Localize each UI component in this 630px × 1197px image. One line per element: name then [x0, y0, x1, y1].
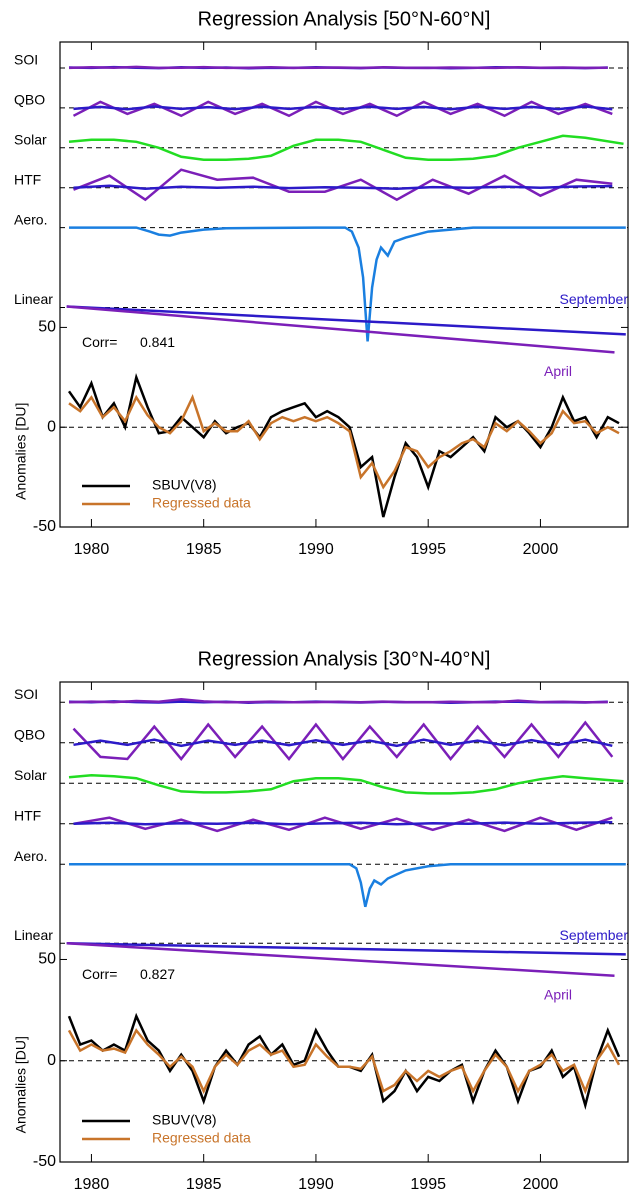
- plot-frame: [59, 41, 629, 528]
- series-label: April: [544, 986, 572, 1002]
- y-tick-label: -50: [33, 1153, 56, 1170]
- x-tick-label: 1990: [298, 1176, 334, 1193]
- data-line: [68, 134, 624, 162]
- component-label: QBO: [14, 92, 45, 108]
- legend-label: SBUV(V8): [152, 1112, 217, 1128]
- data-line: [72, 720, 614, 761]
- x-tick-label: 1985: [186, 1176, 222, 1193]
- data-line: [73, 105, 613, 111]
- corr-value: 0.827: [140, 966, 175, 982]
- component-label: SOI: [14, 52, 38, 68]
- component-label: Linear: [14, 291, 53, 307]
- y-tick-label: -50: [33, 518, 56, 535]
- component-label: Solar: [14, 131, 47, 147]
- y-tick-label: 50: [38, 319, 56, 336]
- data-line: [73, 738, 613, 748]
- data-line: [68, 65, 608, 70]
- component-label: Solar: [14, 767, 47, 783]
- legend-label: Regressed data: [152, 1130, 251, 1146]
- data-line: [66, 305, 615, 354]
- x-tick-label: 1995: [410, 1176, 446, 1193]
- y-axis-label: Anomalies [DU]: [13, 1036, 29, 1133]
- data-line: [69, 226, 626, 342]
- x-tick-label: 1995: [410, 541, 446, 558]
- data-line: [66, 942, 615, 977]
- component-label: Aero.: [14, 848, 47, 864]
- component-label: QBO: [14, 726, 45, 742]
- chart-title: Regression Analysis [50°N-60°N]: [198, 8, 491, 30]
- data-line: [73, 168, 613, 202]
- data-line: [68, 393, 620, 490]
- data-line: [68, 773, 624, 795]
- legend-label: Regressed data: [152, 495, 251, 511]
- data-line: [67, 1028, 621, 1095]
- data-line: [69, 863, 626, 908]
- x-tick-label: 1980: [74, 1176, 110, 1193]
- component-label: SOI: [14, 686, 38, 702]
- corr-value: 0.841: [140, 334, 175, 350]
- x-tick-label: 1980: [74, 541, 110, 558]
- component-label: Aero.: [14, 211, 47, 227]
- data-line: [66, 305, 626, 336]
- data-line: [68, 697, 608, 704]
- y-axis-label: Anomalies [DU]: [13, 403, 29, 500]
- series-label: September: [560, 927, 629, 943]
- data-line: [73, 184, 613, 190]
- series-label: September: [560, 291, 629, 307]
- legend-label: SBUV(V8): [152, 477, 217, 493]
- x-tick-label: 1985: [186, 541, 222, 558]
- series-label: April: [544, 363, 572, 379]
- data-line: [66, 942, 626, 956]
- x-tick-label: 1990: [298, 541, 334, 558]
- x-tick-label: 2000: [523, 541, 559, 558]
- component-label: HTF: [14, 171, 41, 187]
- plot-frame: [59, 681, 629, 1163]
- component-label: Linear: [14, 927, 53, 943]
- x-tick-label: 2000: [523, 1176, 559, 1193]
- corr-label: Corr=: [82, 334, 117, 350]
- component-label: HTF: [14, 807, 41, 823]
- corr-label: Corr=: [82, 966, 117, 982]
- chart-title: Regression Analysis [30°N-40°N]: [198, 648, 491, 670]
- data-line: [73, 820, 613, 826]
- y-tick-label: 0: [47, 1052, 56, 1069]
- y-tick-label: 0: [47, 418, 56, 435]
- y-tick-label: 50: [38, 951, 56, 968]
